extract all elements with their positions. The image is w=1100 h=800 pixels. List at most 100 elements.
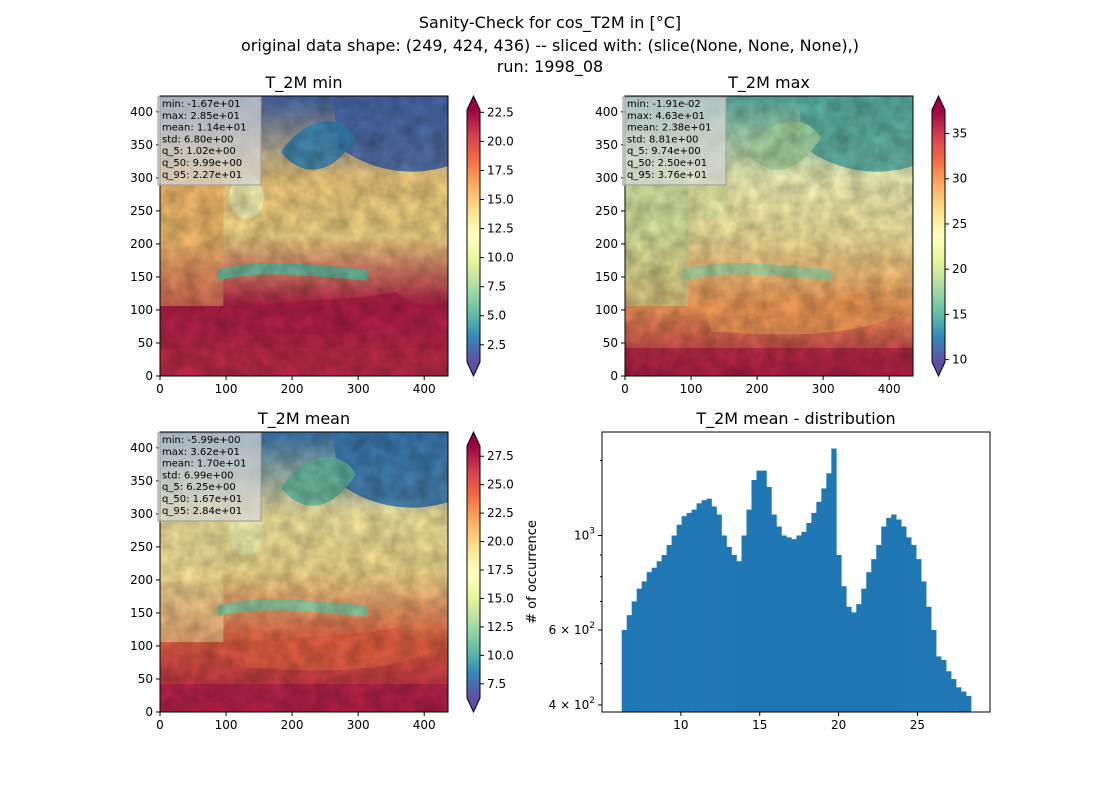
colorbar-extend-min (467, 362, 480, 376)
y-tick-label: 0 (610, 369, 618, 383)
histogram-bar (711, 506, 717, 712)
x-tick-label: 100 (680, 382, 703, 396)
stat-line: std: 6.80e+00 (162, 134, 234, 145)
colorbar-tick-label: 22.5 (487, 506, 514, 520)
histogram-bar (731, 554, 737, 712)
histogram-bar (691, 509, 697, 712)
histogram-bar (776, 526, 782, 712)
stat-line: min: -5.99e+00 (162, 435, 241, 446)
x-tick-label: 25 (910, 718, 925, 732)
stat-line: q_50: 1.67e+01 (162, 494, 242, 505)
histogram-bar (861, 588, 867, 712)
y-tick-label: 250 (130, 204, 153, 218)
histogram-bar (876, 544, 882, 712)
axes-frame (601, 431, 991, 713)
x-tick-label: 400 (413, 718, 436, 732)
y-tick-exponent: 2 (589, 696, 595, 706)
histogram-bar (771, 514, 777, 712)
histogram-bar (936, 656, 942, 712)
colorbar-tick-label: 10 (952, 353, 967, 367)
colorbar-tick-label: 15 (952, 307, 967, 321)
histogram-bar (911, 544, 917, 712)
colorbar-extend-max (932, 96, 945, 110)
histogram-bar (806, 522, 812, 712)
histogram-bar (946, 671, 952, 712)
y-tick-base: 10 (574, 528, 589, 542)
histogram-bar (906, 537, 912, 712)
y-tick-base: 4 × 10 (549, 698, 590, 712)
colorbar-body (467, 110, 480, 362)
y-tick-label: 300 (130, 171, 153, 185)
colorbar-outline (466, 430, 481, 714)
histogram-bar (686, 512, 692, 712)
y-tick-exponent: 3 (589, 526, 595, 536)
colorbar-tick-label: 30 (952, 172, 967, 186)
x-tick-label: 0 (621, 382, 629, 396)
y-tick-label: 0 (145, 369, 153, 383)
colorbar-outline (931, 94, 946, 378)
stat-line: min: -1.91e-02 (627, 99, 701, 110)
stat-line: min: -1.67e+01 (162, 99, 241, 110)
colorbar-tick-label: 25.0 (487, 478, 514, 492)
stats-box-background (157, 432, 262, 522)
y-tick-base: 6 × 10 (549, 623, 590, 637)
y-tick-label: 200 (130, 237, 153, 251)
x-tick-label: 0 (156, 382, 164, 396)
stat-line: q_95: 2.84e+01 (162, 506, 242, 517)
axes-frame (624, 95, 914, 377)
stat-line: mean: 1.70e+01 (162, 459, 246, 470)
histogram-bar (766, 486, 772, 712)
axes-frame (159, 431, 449, 713)
histogram-bar (696, 503, 702, 712)
colorbar-body (932, 110, 945, 362)
x-tick-label: 300 (812, 382, 835, 396)
stat-line: std: 8.81e+00 (627, 134, 699, 145)
stat-line: q_95: 3.76e+01 (627, 170, 707, 181)
y-tick-label: 250 (595, 204, 618, 218)
histogram-bar (856, 604, 862, 712)
y-tick-label: 50 (138, 336, 153, 350)
x-tick-label: 400 (413, 382, 436, 396)
histogram-bar (926, 606, 932, 712)
colorbar-tick-label: 22.5 (487, 105, 514, 119)
colorbar-tick-label: 10.0 (487, 251, 514, 265)
stat-line: max: 2.85e+01 (162, 111, 240, 122)
y-tick-exponent: 2 (589, 621, 595, 631)
stat-line: q_5: 9.74e+00 (627, 146, 701, 157)
colorbar: 2.5 5.0 7.5 10.0 12.5 15.0 17.5 20.0 22.5 (466, 94, 514, 378)
map-panel-3: T_2M mean 0 100 200 300 400 0 50 100 150 200 250 300… (130, 409, 514, 732)
histogram-bar (811, 512, 817, 712)
y-tick-label: 300 (130, 507, 153, 521)
x-tick-label: 100 (215, 382, 238, 396)
panel-title: T_2M mean (257, 409, 350, 429)
stat-line: max: 4.63e+01 (627, 111, 705, 122)
histogram-bar (961, 691, 967, 712)
y-tick-label: 6 × 102 (549, 621, 595, 637)
histogram-bar (901, 526, 907, 712)
colorbar-tick-label: 7.5 (487, 677, 506, 691)
panel-title: T_2M min (264, 73, 342, 93)
panel-title: T_2M mean - distribution (695, 409, 895, 429)
histogram-bar (966, 695, 972, 712)
colorbar-extend-min (932, 362, 945, 376)
x-tick-label: 15 (752, 718, 767, 732)
x-tick-label: 300 (347, 382, 370, 396)
histogram-bar (651, 567, 657, 712)
histogram-bar (841, 586, 847, 712)
histogram-bar (681, 516, 687, 712)
colorbar-tick-label: 17.5 (487, 563, 514, 577)
y-tick-label: 50 (138, 672, 153, 686)
histogram-bar (896, 519, 902, 712)
histogram-bar (826, 473, 832, 712)
histogram-bar (756, 470, 762, 712)
axes-frame (159, 95, 449, 377)
histogram-bar (881, 526, 887, 712)
histogram-bar (721, 535, 727, 712)
y-tick-label: 100 (130, 303, 153, 317)
map-panel-2: T_2M max 0 100 200 300 400 0 50 100 150 200 250 300 3… (595, 73, 967, 396)
colorbar-tick-label: 35 (952, 127, 967, 141)
histogram-bar (621, 629, 628, 712)
histogram-bar (641, 581, 647, 712)
